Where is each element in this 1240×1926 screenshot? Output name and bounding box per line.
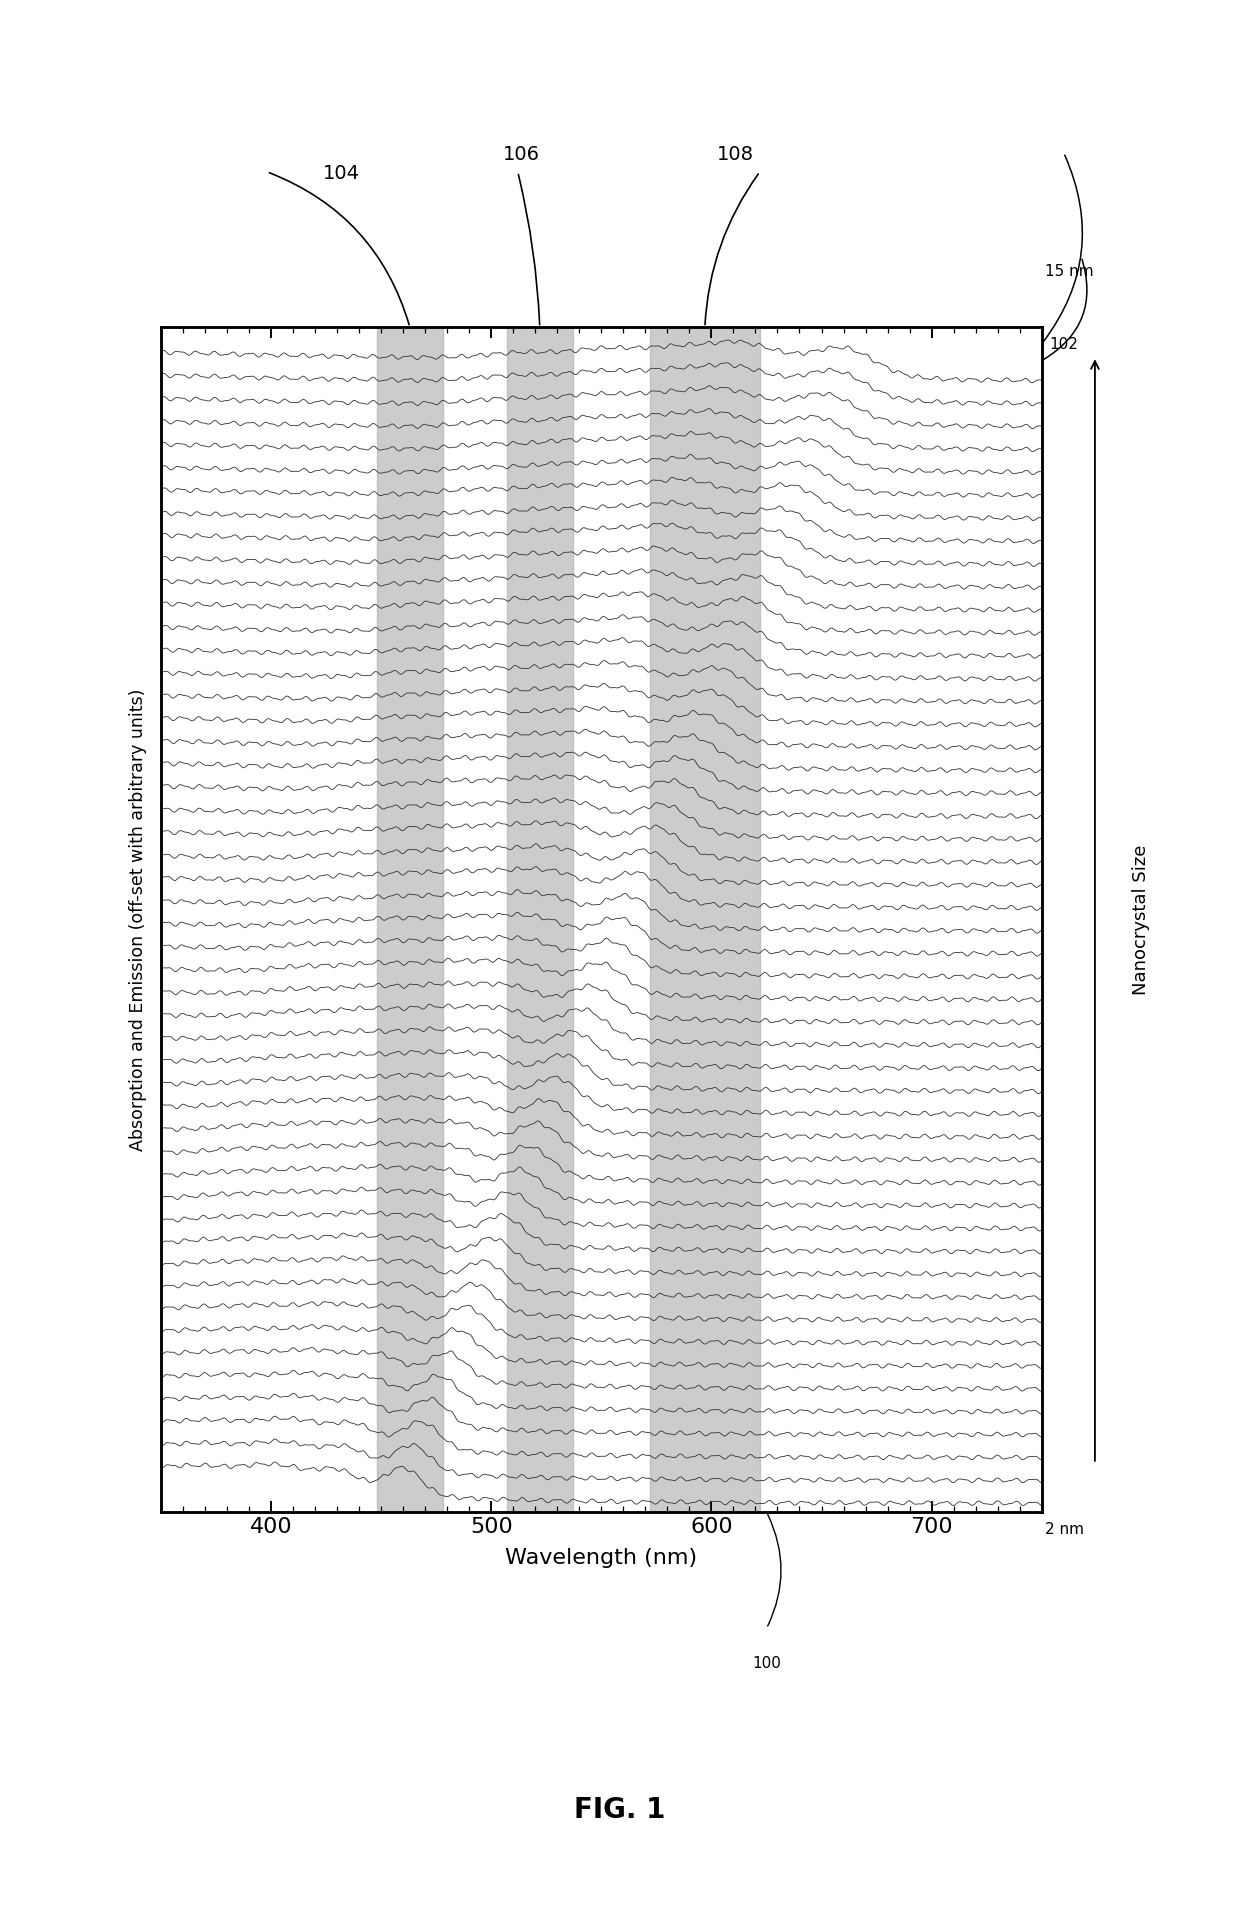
Y-axis label: Absorption and Emission (off-set with arbitrary units): Absorption and Emission (off-set with ar… — [129, 688, 148, 1152]
Text: 104: 104 — [324, 164, 360, 183]
Text: 102: 102 — [1049, 337, 1078, 352]
Text: 108: 108 — [718, 144, 754, 164]
X-axis label: Wavelength (nm): Wavelength (nm) — [506, 1549, 697, 1568]
Text: 100: 100 — [751, 1656, 781, 1672]
Text: 106: 106 — [502, 144, 539, 164]
Bar — [650, 327, 760, 1512]
Text: 2 nm: 2 nm — [1045, 1522, 1084, 1537]
Text: 15 nm: 15 nm — [1045, 264, 1094, 279]
Bar — [507, 327, 573, 1512]
Bar — [377, 327, 443, 1512]
Text: Nanocrystal Size: Nanocrystal Size — [1132, 844, 1149, 996]
Text: FIG. 1: FIG. 1 — [574, 1797, 666, 1824]
